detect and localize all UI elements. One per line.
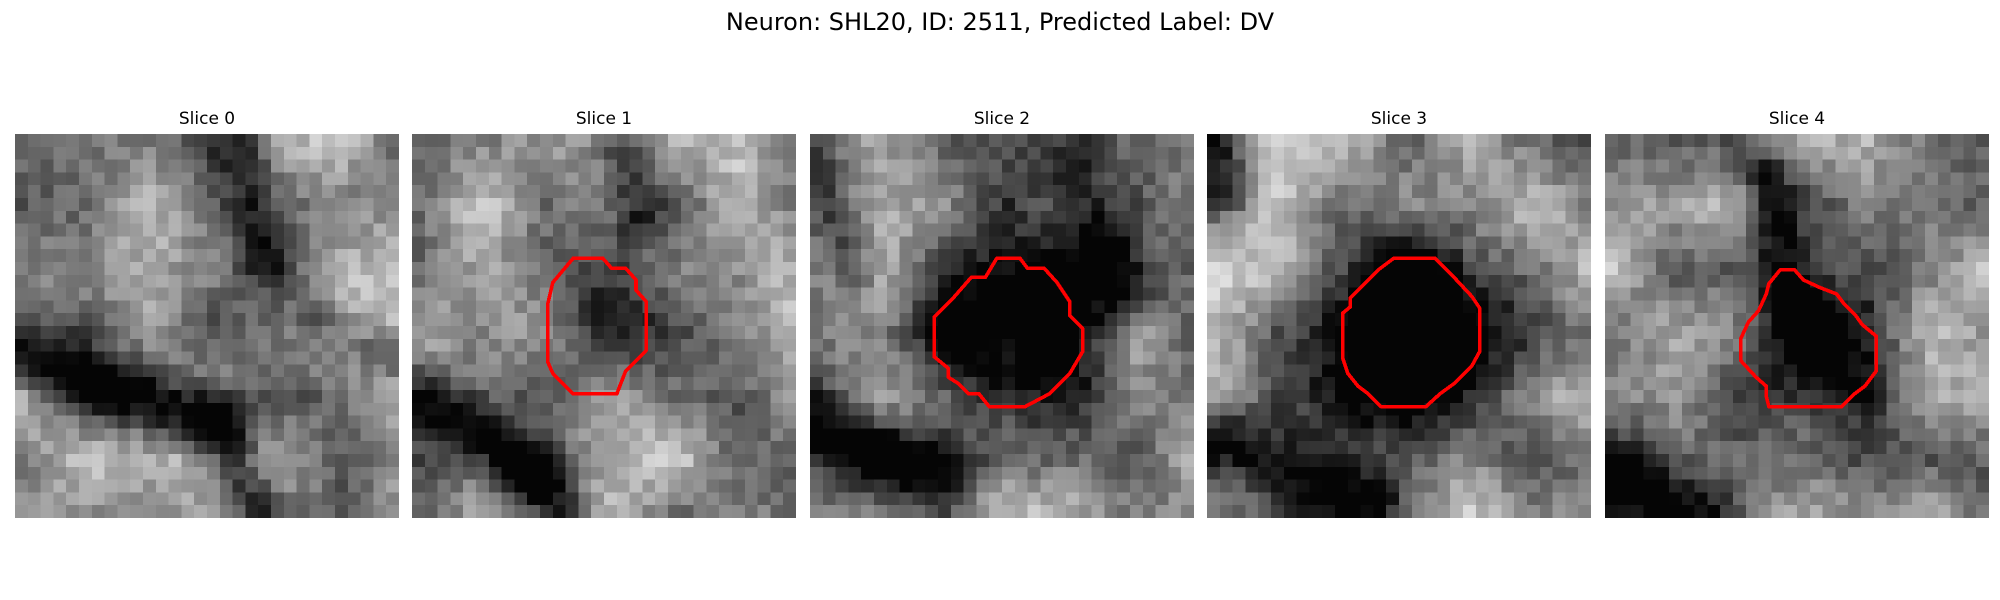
neuron-contour [1738,267,1879,409]
neuron-contour [1340,256,1482,409]
slice-panel-4: Slice 4 [1605,108,1989,518]
slice-title: Slice 2 [973,109,1031,129]
slice-image [15,134,399,518]
slice-pixels [15,134,399,518]
slice-pixels [810,134,1194,518]
slice-title: Slice 0 [178,109,236,129]
slice-panel-1: Slice 1 [412,108,796,518]
figure-title: Neuron: SHL20, ID: 2511, Predicted Label… [725,8,1275,36]
neuron-contour [545,256,649,396]
slice-title: Slice 1 [575,109,633,129]
slice-image [1605,134,1989,518]
slice-panel-3: Slice 3 [1207,108,1591,518]
slice-pixels [1207,134,1591,518]
slice-title: Slice 3 [1370,109,1428,129]
slice-image [1207,134,1591,518]
slice-image [810,134,1194,518]
slice-pixels [1605,134,1989,518]
slice-pixels [412,134,796,518]
neuron-contour [932,256,1085,409]
slice-panel-0: Slice 0 [15,108,399,518]
slice-panel-2: Slice 2 [810,108,1194,518]
slice-image [412,134,796,518]
slice-title: Slice 4 [1768,109,1826,129]
